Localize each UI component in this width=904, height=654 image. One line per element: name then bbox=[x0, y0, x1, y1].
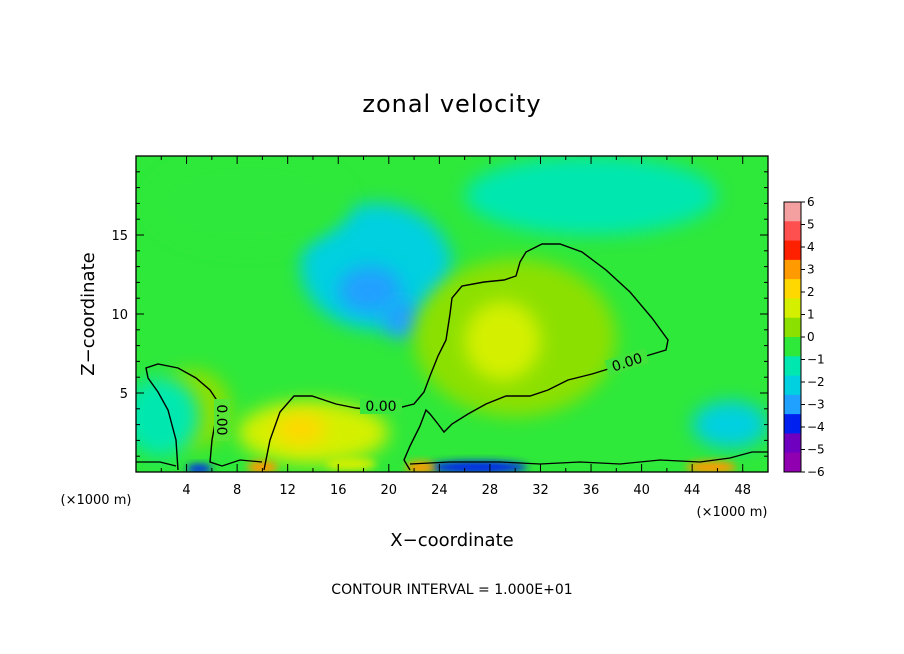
colorbar-label: −2 bbox=[807, 375, 825, 389]
x-tick-label: 28 bbox=[482, 483, 499, 498]
colorbar-swatch bbox=[784, 221, 801, 242]
contour-line-zero-surface bbox=[136, 451, 768, 467]
colorbar-label: 1 bbox=[807, 308, 815, 322]
colorbar-label: 2 bbox=[807, 285, 815, 299]
contour-label-bg bbox=[604, 347, 650, 377]
contour-labels: 0.00 0.00 0.00 bbox=[213, 347, 650, 441]
field-blob bbox=[464, 156, 718, 235]
x-tick-label: 32 bbox=[532, 483, 549, 498]
x-tick-label: 36 bbox=[583, 483, 600, 498]
field-blob bbox=[426, 460, 528, 472]
colorbar-swatch bbox=[784, 394, 801, 415]
x-unit-left: (×1000 m) bbox=[61, 493, 132, 508]
y-axis: 5 10 15 bbox=[111, 171, 768, 457]
y-tick-label: 15 bbox=[111, 229, 128, 244]
colorbar-label: −5 bbox=[807, 443, 825, 457]
field-blob bbox=[338, 266, 402, 314]
field-blob bbox=[186, 464, 212, 472]
field-blob bbox=[148, 156, 351, 251]
field-blob bbox=[325, 457, 377, 471]
field-blob bbox=[382, 299, 421, 338]
field-blob bbox=[300, 203, 452, 330]
colorbar-swatch bbox=[784, 317, 801, 338]
x-tick-label: 48 bbox=[734, 483, 751, 498]
x-tick-label: 16 bbox=[330, 483, 347, 498]
colorbar-swatch bbox=[784, 414, 801, 434]
field-blob bbox=[464, 301, 541, 381]
contour-field bbox=[136, 156, 768, 472]
colorbar-swatch bbox=[784, 337, 801, 357]
contour-label-bg bbox=[214, 399, 230, 441]
x-tick-label: 12 bbox=[279, 483, 296, 498]
colorbar-label: 6 bbox=[807, 195, 815, 209]
contour-label-left-group: 0.00 bbox=[213, 399, 230, 441]
field-blob bbox=[247, 460, 278, 472]
colorbar-label: −1 bbox=[807, 353, 825, 367]
colorbar-swatch bbox=[784, 375, 801, 396]
x-tick-label: 8 bbox=[233, 483, 241, 498]
x-tick-label: 40 bbox=[633, 483, 650, 498]
chart-title: zonal velocity bbox=[362, 90, 541, 118]
colorbar: 6 5 4 3 2 1 0 −1 −2 −3 −4 −5 −6 bbox=[783, 195, 825, 479]
contour-line-zero-left bbox=[145, 363, 223, 471]
colorbar-swatch bbox=[784, 298, 801, 319]
field-blob bbox=[685, 460, 737, 472]
x-tick-label: 24 bbox=[431, 483, 448, 498]
x-tick-label: 4 bbox=[182, 483, 190, 498]
colorbar-label: −4 bbox=[807, 420, 825, 434]
colorbar-swatch bbox=[784, 356, 801, 377]
colorbar-label: −6 bbox=[807, 465, 825, 479]
colorbar-swatch bbox=[784, 259, 801, 280]
y-tick-label: 5 bbox=[120, 387, 128, 402]
colorbar-swatch bbox=[784, 279, 801, 299]
field-blob bbox=[275, 413, 326, 446]
contour-label-bg bbox=[360, 398, 402, 414]
x-tick-label: 20 bbox=[381, 483, 398, 498]
contour-interval-note: CONTOUR INTERVAL = 1.000E+01 bbox=[331, 582, 572, 598]
y-axis-label: Z−coordinate bbox=[78, 252, 99, 375]
colorbar-swatch bbox=[784, 202, 801, 222]
contour-label-left: 0.00 bbox=[213, 404, 229, 435]
zero-contours bbox=[136, 243, 768, 471]
colorbar-label: 5 bbox=[807, 218, 815, 232]
field-blob bbox=[692, 400, 768, 449]
x-axis: 4 8 12 16 20 24 28 32 36 40 44 48 bbox=[160, 156, 751, 498]
colorbar-swatch bbox=[784, 240, 801, 261]
y-tick-label: 10 bbox=[111, 308, 128, 323]
x-unit-right: (×1000 m) bbox=[697, 505, 768, 520]
colorbar-label: 3 bbox=[807, 263, 815, 277]
contour-label-center: 0.00 bbox=[365, 399, 396, 415]
colorbar-swatch bbox=[784, 433, 801, 454]
x-tick-label: 44 bbox=[684, 483, 701, 498]
colorbar-label: 0 bbox=[807, 330, 815, 344]
colorbar-swatch bbox=[784, 452, 801, 473]
field-blob bbox=[136, 377, 200, 457]
colorbar-label: −3 bbox=[807, 398, 825, 412]
colorbar-label: 4 bbox=[807, 240, 815, 254]
x-axis-label: X−coordinate bbox=[390, 530, 513, 551]
